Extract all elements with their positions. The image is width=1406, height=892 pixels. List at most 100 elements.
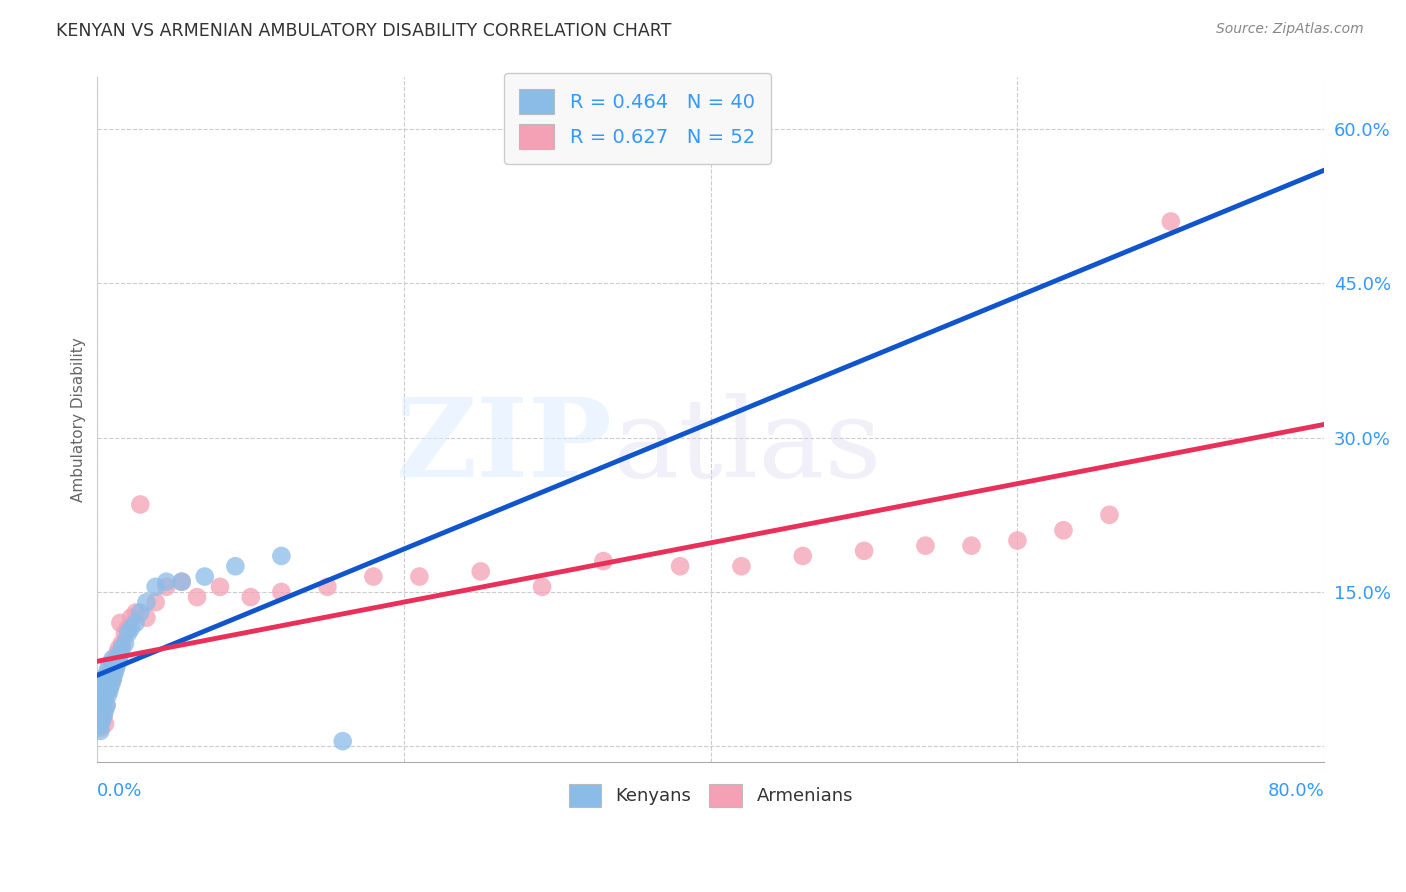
Point	[98, 682, 121, 697]
Point	[110, 615, 132, 630]
Point	[97, 662, 120, 676]
Text: atlas: atlas	[613, 393, 882, 500]
Point	[91, 714, 114, 728]
Point	[100, 669, 122, 683]
Point	[105, 647, 128, 661]
Text: 80.0%: 80.0%	[1267, 782, 1324, 800]
Point	[270, 549, 292, 563]
Point	[332, 734, 354, 748]
Point	[669, 559, 692, 574]
Point	[270, 585, 292, 599]
Point	[108, 641, 131, 656]
Point	[91, 703, 114, 717]
Point	[91, 714, 114, 728]
Point	[100, 677, 122, 691]
Point	[316, 580, 339, 594]
Point	[94, 716, 117, 731]
Point	[94, 677, 117, 691]
Point	[155, 574, 177, 589]
Point	[97, 673, 120, 687]
Point	[117, 626, 139, 640]
Point	[89, 677, 111, 691]
Point	[93, 682, 115, 697]
Point	[87, 719, 110, 733]
Point	[108, 652, 131, 666]
Point	[114, 636, 136, 650]
Point	[145, 580, 167, 594]
Point	[1052, 523, 1074, 537]
Point	[531, 580, 554, 594]
Point	[1160, 214, 1182, 228]
Point	[93, 708, 115, 723]
Point	[363, 569, 385, 583]
Text: 0.0%: 0.0%	[97, 782, 143, 800]
Point	[145, 595, 167, 609]
Point	[224, 559, 246, 574]
Point	[96, 667, 118, 681]
Point	[114, 626, 136, 640]
Point	[129, 498, 152, 512]
Point	[100, 662, 122, 676]
Point	[111, 641, 134, 656]
Point	[125, 615, 148, 630]
Point	[239, 590, 262, 604]
Point	[155, 580, 177, 594]
Point	[97, 688, 120, 702]
Point	[470, 565, 492, 579]
Point	[135, 610, 157, 624]
Point	[120, 621, 142, 635]
Point	[98, 677, 121, 691]
Point	[103, 662, 125, 676]
Point	[914, 539, 936, 553]
Point	[129, 606, 152, 620]
Point	[96, 677, 118, 691]
Point	[960, 539, 983, 553]
Text: ZIP: ZIP	[396, 393, 613, 500]
Point	[117, 621, 139, 635]
Point	[853, 544, 876, 558]
Point	[111, 636, 134, 650]
Point	[96, 698, 118, 713]
Point	[104, 662, 127, 676]
Legend: Kenyans, Armenians: Kenyans, Armenians	[561, 777, 860, 814]
Point	[101, 673, 124, 687]
Point	[110, 647, 132, 661]
Point	[98, 657, 121, 671]
Y-axis label: Ambulatory Disability: Ambulatory Disability	[72, 337, 86, 502]
Point	[125, 606, 148, 620]
Point	[93, 693, 115, 707]
Point	[97, 682, 120, 697]
Point	[94, 688, 117, 702]
Point	[135, 595, 157, 609]
Point	[96, 698, 118, 713]
Point	[103, 667, 125, 681]
Point	[101, 673, 124, 687]
Point	[170, 574, 193, 589]
Point	[1007, 533, 1029, 548]
Point	[194, 569, 217, 583]
Point	[792, 549, 814, 563]
Point	[101, 657, 124, 671]
Point	[87, 719, 110, 733]
Point	[208, 580, 231, 594]
Point	[93, 708, 115, 723]
Point	[1098, 508, 1121, 522]
Point	[186, 590, 208, 604]
Point	[94, 688, 117, 702]
Point	[105, 657, 128, 671]
Point	[89, 723, 111, 738]
Point	[101, 652, 124, 666]
Text: Source: ZipAtlas.com: Source: ZipAtlas.com	[1216, 22, 1364, 37]
Point	[408, 569, 430, 583]
Point	[592, 554, 614, 568]
Point	[91, 673, 114, 687]
Point	[93, 693, 115, 707]
Point	[120, 610, 142, 624]
Point	[89, 721, 111, 735]
Point	[94, 703, 117, 717]
Point	[170, 574, 193, 589]
Text: KENYAN VS ARMENIAN AMBULATORY DISABILITY CORRELATION CHART: KENYAN VS ARMENIAN AMBULATORY DISABILITY…	[56, 22, 672, 40]
Point	[98, 667, 121, 681]
Point	[104, 652, 127, 666]
Point	[730, 559, 752, 574]
